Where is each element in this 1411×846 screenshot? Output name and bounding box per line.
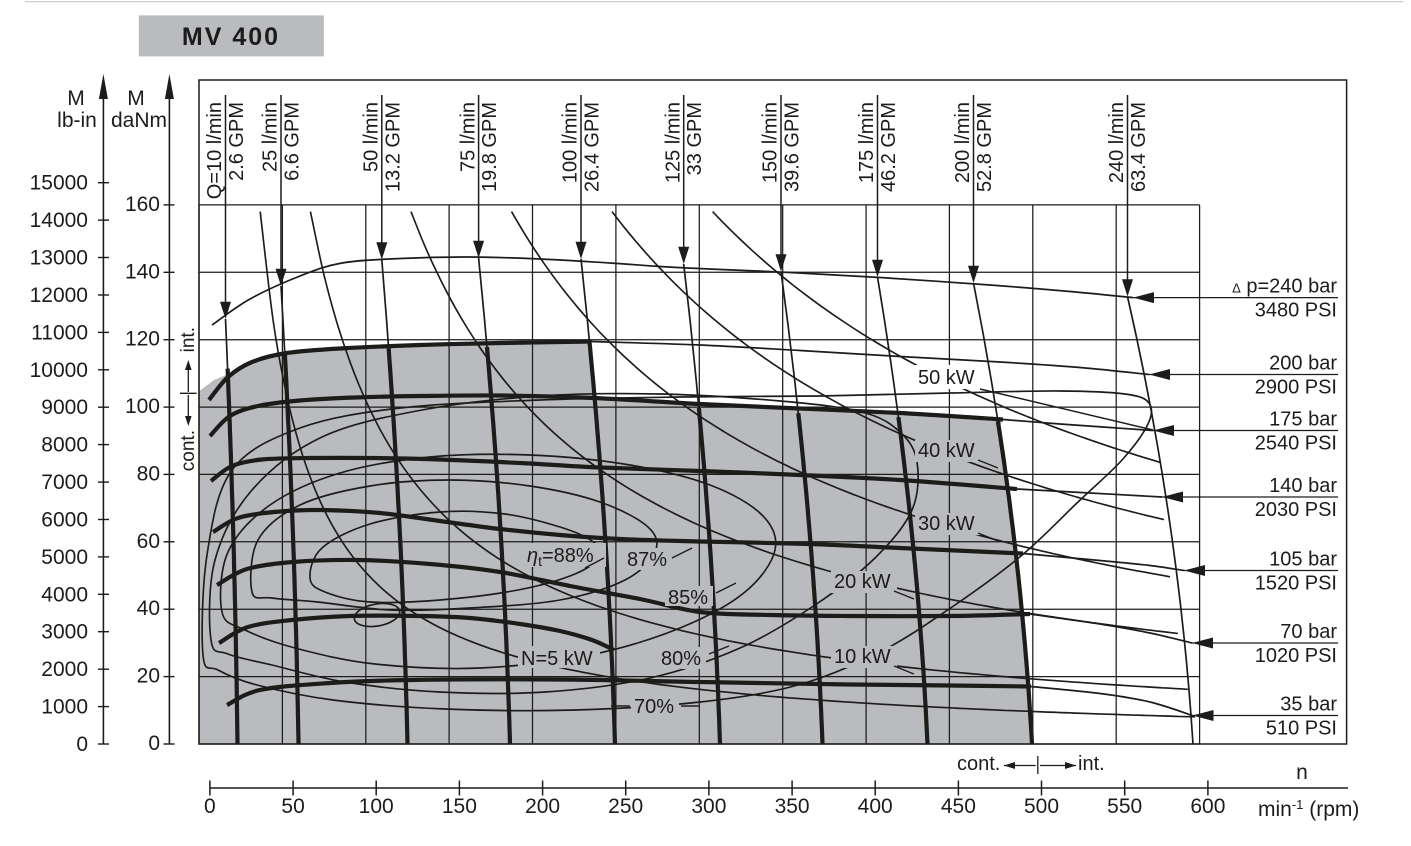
svg-text:2000: 2000 (41, 658, 88, 681)
svg-text:125 l/min: 125 l/min (662, 102, 684, 183)
svg-text:2540 PSI: 2540 PSI (1255, 433, 1337, 455)
svg-text:N=5 kW: N=5 kW (521, 648, 593, 670)
svg-text:550: 550 (1107, 795, 1142, 818)
svg-text:2.6 GPM: 2.6 GPM (226, 102, 248, 181)
svg-text:ηt=88%: ηt=88% (527, 545, 594, 569)
svg-text:0: 0 (76, 733, 88, 756)
svg-text:2900 PSI: 2900 PSI (1255, 377, 1337, 399)
svg-text:M: M (67, 87, 85, 110)
svg-text:13000: 13000 (30, 247, 88, 270)
svg-text:500: 500 (1024, 795, 1059, 818)
svg-text:14000: 14000 (30, 209, 88, 232)
svg-text:80%: 80% (661, 648, 701, 670)
svg-text:40: 40 (137, 597, 160, 620)
svg-text:0: 0 (148, 732, 160, 755)
svg-text:26.4 GPM: 26.4 GPM (582, 102, 604, 192)
svg-text:50 l/min: 50 l/min (361, 102, 383, 172)
svg-text:3480 PSI: 3480 PSI (1255, 300, 1337, 322)
svg-text:80: 80 (137, 462, 160, 485)
svg-text:4000: 4000 (41, 583, 88, 606)
svg-text:200 l/min: 200 l/min (952, 102, 974, 183)
svg-text:350: 350 (775, 795, 810, 818)
svg-text:87%: 87% (627, 549, 667, 571)
svg-text:3000: 3000 (41, 621, 88, 644)
svg-text:85%: 85% (668, 587, 708, 609)
svg-text:50: 50 (281, 795, 304, 818)
svg-text:7000: 7000 (41, 471, 88, 494)
svg-text:5000: 5000 (41, 546, 88, 569)
svg-text:100: 100 (125, 395, 160, 418)
svg-text:int.: int. (178, 327, 199, 352)
svg-text:lb-in: lb-in (57, 109, 97, 132)
svg-text:8000: 8000 (41, 434, 88, 457)
svg-text:6000: 6000 (41, 509, 88, 532)
svg-text:20: 20 (137, 665, 160, 688)
svg-text:100: 100 (359, 795, 394, 818)
svg-text:200: 200 (525, 795, 560, 818)
svg-text:39.6 GPM: 39.6 GPM (782, 102, 804, 192)
svg-text:200 bar: 200 bar (1269, 353, 1337, 375)
svg-text:12000: 12000 (30, 284, 88, 307)
svg-text:52.8 GPM: 52.8 GPM (974, 102, 996, 192)
svg-text:1020 PSI: 1020 PSI (1255, 645, 1337, 667)
svg-text:120: 120 (125, 328, 160, 351)
svg-text:25 l/min: 25 l/min (260, 102, 282, 172)
svg-text:70 bar: 70 bar (1280, 621, 1337, 643)
svg-text:n: n (1296, 761, 1308, 784)
svg-text:100 l/min: 100 l/min (560, 102, 582, 183)
svg-text:6.6 GPM: 6.6 GPM (282, 102, 304, 181)
svg-text:cont.: cont. (178, 430, 199, 471)
svg-text:35 bar: 35 bar (1280, 694, 1337, 716)
svg-text:63.4 GPM: 63.4 GPM (1128, 102, 1150, 192)
svg-text:175 l/min: 175 l/min (856, 102, 878, 183)
svg-text:2030 PSI: 2030 PSI (1255, 499, 1337, 521)
svg-text:600: 600 (1190, 795, 1225, 818)
svg-text:240 l/min: 240 l/min (1106, 102, 1128, 183)
svg-text:250: 250 (608, 795, 643, 818)
svg-text:M: M (127, 87, 145, 110)
svg-text:10 kW: 10 kW (834, 646, 891, 668)
svg-text:11000: 11000 (31, 321, 88, 344)
svg-text:9000: 9000 (41, 396, 88, 419)
svg-text:13.2 GPM: 13.2 GPM (382, 102, 404, 192)
svg-text:150 l/min: 150 l/min (760, 102, 782, 183)
svg-text:510 PSI: 510 PSI (1266, 718, 1337, 740)
svg-text:40 kW: 40 kW (918, 440, 975, 462)
svg-text:400: 400 (858, 795, 893, 818)
svg-text:105 bar: 105 bar (1269, 549, 1337, 571)
svg-text:0: 0 (204, 795, 216, 818)
svg-text:30 kW: 30 kW (918, 513, 975, 535)
svg-text:1000: 1000 (41, 696, 88, 719)
svg-text:1520 PSI: 1520 PSI (1255, 573, 1337, 595)
svg-text:140: 140 (125, 260, 160, 283)
svg-text:19.8 GPM: 19.8 GPM (479, 102, 501, 192)
svg-text:10000: 10000 (30, 359, 88, 382)
svg-text:50 kW: 50 kW (918, 367, 975, 389)
svg-text:33 GPM: 33 GPM (684, 102, 706, 175)
svg-text:46.2 GPM: 46.2 GPM (878, 102, 900, 192)
svg-text:175 bar: 175 bar (1269, 409, 1337, 431)
svg-text:20 kW: 20 kW (834, 571, 891, 593)
svg-text:Q=10 l/min: Q=10 l/min (204, 102, 226, 199)
svg-text:75 l/min: 75 l/min (457, 102, 479, 172)
svg-text:450: 450 (941, 795, 976, 818)
svg-text:cont.: cont. (957, 753, 1000, 775)
svg-text:150: 150 (442, 795, 477, 818)
svg-text:160: 160 (125, 193, 160, 216)
svg-text:70%: 70% (634, 696, 674, 718)
svg-text:300: 300 (691, 795, 726, 818)
svg-text:60: 60 (137, 530, 160, 553)
svg-text:daNm: daNm (111, 109, 167, 132)
svg-text:140 bar: 140 bar (1269, 475, 1337, 497)
svg-text:min-1 (rpm): min-1 (rpm) (1258, 797, 1359, 821)
svg-text:15000: 15000 (30, 172, 88, 195)
svg-text:MV 400: MV 400 (182, 23, 280, 51)
svg-text:Δ p=240 bar: Δ p=240 bar (1232, 276, 1337, 298)
svg-text:int.: int. (1078, 753, 1105, 775)
